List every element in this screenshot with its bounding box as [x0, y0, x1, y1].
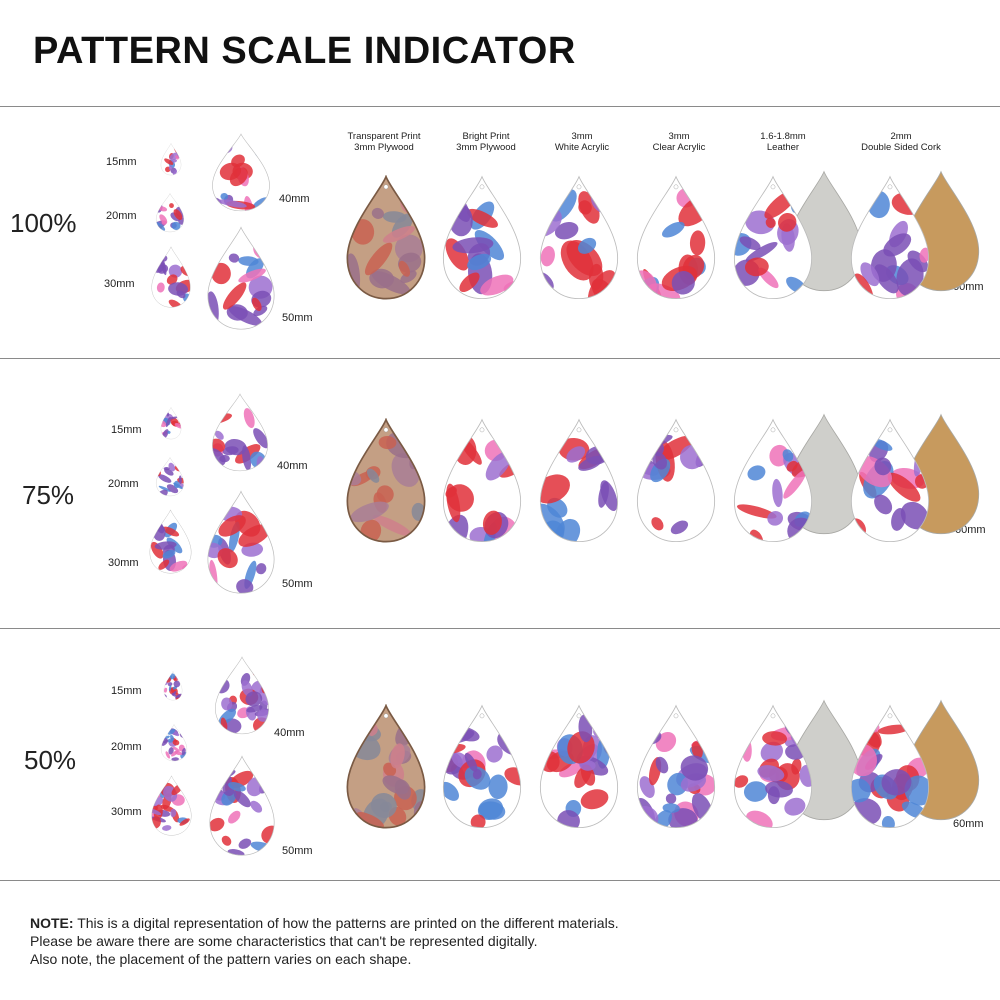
material-label-bright-plywood: Bright Print 3mm Plywood: [456, 131, 516, 153]
earring-bright-plywood: [440, 704, 524, 831]
divider: [0, 628, 1000, 629]
size-label: 15mm: [111, 685, 142, 697]
size-label: 40mm: [274, 727, 305, 739]
size-label: 20mm: [106, 210, 137, 222]
earring-15mm: [160, 407, 182, 440]
earring-cork: [848, 418, 932, 545]
earring-leather: [731, 175, 815, 302]
size-label: 20mm: [111, 741, 142, 753]
size-label: 40mm: [277, 460, 308, 472]
earring-30mm: [150, 246, 192, 309]
size-label: 50mm: [282, 845, 313, 857]
earring-20mm: [155, 193, 185, 233]
divider: [0, 106, 1000, 107]
earring-clear-acrylic: [634, 175, 718, 302]
note-text: NOTE: This is a digital representation o…: [30, 915, 619, 967]
material-label-leather: 1.6-1.8mm Leather: [760, 131, 806, 153]
earring-30mm: [148, 509, 193, 575]
earring-white-acrylic: [537, 418, 621, 545]
earring-clear-acrylic: [634, 704, 718, 831]
size-label: 50mm: [282, 312, 313, 324]
earring-cork: [848, 175, 932, 302]
earring-20mm: [155, 457, 185, 497]
earring-50mm: [205, 490, 277, 596]
divider: [0, 880, 1000, 881]
size-label: 20mm: [108, 478, 139, 490]
earring-white-acrylic: [537, 175, 621, 302]
earring-15mm: [160, 143, 182, 176]
earring-50mm: [207, 755, 277, 858]
earring-leather: [731, 704, 815, 831]
scale-label: 100%: [10, 208, 77, 238]
page-title: PATTERN SCALE INDICATOR: [33, 30, 576, 72]
earring-40mm: [210, 393, 270, 473]
earring-bright-plywood: [440, 175, 524, 302]
earring-40mm: [210, 133, 272, 213]
scale-label: 75%: [22, 480, 75, 510]
earring-50mm: [205, 226, 277, 332]
earring-cork: [848, 704, 932, 831]
size-label: 30mm: [111, 806, 142, 818]
size-label: 50mm: [282, 578, 313, 590]
material-label-white-acrylic: 3mm White Acrylic: [554, 131, 610, 153]
size-label: 15mm: [106, 156, 137, 168]
earring-clear-acrylic: [634, 418, 718, 545]
earring-transparent-plywood: [344, 175, 428, 302]
earring-20mm: [160, 724, 188, 762]
size-label: 30mm: [108, 557, 139, 569]
earring-transparent-plywood: [344, 704, 428, 831]
earring-30mm: [150, 775, 193, 837]
earring-40mm: [213, 656, 271, 736]
size-label: 30mm: [104, 278, 135, 290]
material-label-transparent-plywood: Transparent Print 3mm Plywood: [347, 131, 421, 153]
earring-leather: [731, 418, 815, 545]
earring-bright-plywood: [440, 418, 524, 545]
earring-15mm: [163, 671, 183, 701]
size-label: 60mm: [953, 818, 984, 830]
size-label: 15mm: [111, 424, 142, 436]
scale-label: 50%: [24, 745, 77, 775]
earring-white-acrylic: [537, 704, 621, 831]
earring-transparent-plywood: [344, 418, 428, 545]
material-label-clear-acrylic: 3mm Clear Acrylic: [652, 131, 706, 153]
divider: [0, 358, 1000, 359]
material-label-cork: 2mm Double Sided Cork: [861, 131, 941, 153]
size-label: 40mm: [279, 193, 310, 205]
